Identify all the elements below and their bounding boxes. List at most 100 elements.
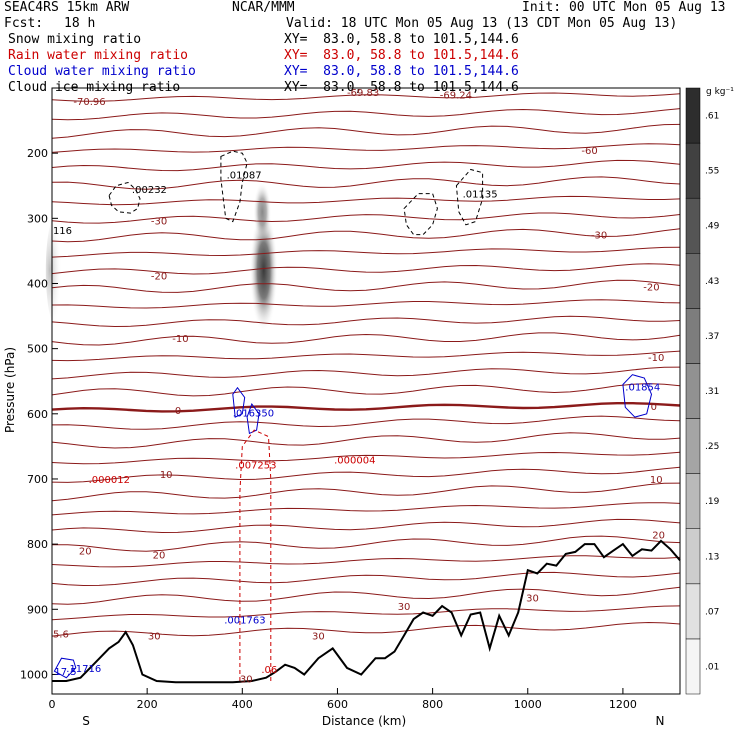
cloud-water-contour (232, 386, 246, 418)
isotherm-line (51, 415, 681, 430)
colorbar-level-label: .01 (705, 662, 719, 672)
isotherm-line (51, 621, 681, 637)
x-end-label-south: S (82, 714, 90, 728)
x-tick-label: 0 (49, 698, 56, 711)
colorbar-segment (685, 528, 701, 585)
y-tick-label: 600 (27, 408, 48, 421)
colorbar-segment (685, 253, 701, 309)
maximum-label: .11716 (66, 664, 101, 675)
isotherm-label: 10 (160, 470, 173, 481)
isotherm-label: 20 (153, 551, 166, 562)
maximum-label: .001763 (224, 616, 265, 627)
isotherm-label: -60 (581, 146, 597, 157)
maximum-label: .000012 (89, 475, 130, 486)
isotherm-label: 0 (175, 406, 181, 417)
isotherm-label: -10 (648, 353, 664, 364)
y-tick-label: 400 (27, 277, 48, 290)
isotherm-line (51, 571, 681, 587)
colorbar-segment (685, 583, 701, 640)
isotherm-line (51, 555, 681, 568)
isotherm-line (51, 159, 681, 172)
header-model: SEAC4RS 15km ARW (4, 0, 130, 15)
x-tick-label: 1000 (514, 698, 542, 711)
isotherm-line (51, 502, 681, 516)
cloud-ice-contour (403, 193, 438, 236)
y-tick-label: 300 (27, 212, 48, 225)
colorbar-level-label: .19 (705, 497, 720, 507)
isotherm-line (51, 212, 681, 224)
colorbar-segment (685, 363, 701, 419)
field-snow-xy: XY= 83.0, 58.8 to 101.5,144.6 (284, 32, 519, 47)
x-tick-label: 800 (422, 698, 443, 711)
maximum-label: .01854 (625, 382, 660, 393)
colorbar-level-label: .07 (705, 607, 719, 617)
shaded-snow-left-edge (45, 215, 66, 326)
isotherm-line (51, 451, 681, 465)
y-axis-label: Pressure (hPa) (3, 347, 17, 433)
isotherm-label: 30 (148, 631, 161, 642)
isotherm-line (52, 535, 681, 552)
cloud-water-contour (622, 374, 653, 418)
isotherm-line (51, 518, 681, 534)
terrain-line (52, 539, 681, 684)
colorbar-segment (685, 142, 701, 199)
isotherm-line (51, 92, 681, 102)
maximum-label: 116 (53, 226, 72, 237)
isotherm-line (51, 228, 681, 243)
colorbar-segment (685, 87, 701, 144)
isotherm-line (51, 482, 681, 502)
isotherm-label: 30 (526, 594, 539, 605)
colorbar-level-label: .37 (705, 332, 719, 342)
y-tick-label: 500 (27, 343, 48, 356)
field-snow-name: Snow mixing ratio (8, 32, 142, 47)
maximum-label: .007253 (235, 461, 276, 472)
colorbar-level-label: .43 (705, 277, 719, 287)
isotherm-line (51, 279, 681, 293)
isotherm-line (51, 366, 681, 380)
x-tick-label: 400 (232, 698, 253, 711)
isotherm-label: 30 (398, 602, 411, 613)
maximum-label: 30 (240, 674, 253, 685)
colorbar-unit-label: g kg⁻¹ (706, 87, 734, 97)
header-org: NCAR/MMM (232, 0, 295, 15)
y-tick-label: 1000 (20, 668, 48, 681)
header-valid: Valid: 18 UTC Mon 05 Aug 13 (13 CDT Mon … (286, 16, 678, 31)
x-end-label-north: N (656, 714, 665, 728)
isotherm-line (51, 466, 681, 483)
field-rain-xy: XY= 83.0, 58.8 to 101.5,144.6 (284, 48, 519, 63)
field-rain-name: Rain water mixing ratio (8, 48, 189, 63)
isotherm-line (51, 176, 681, 190)
x-axis-label: Distance (km) (322, 714, 406, 728)
isotherm-label: 20 (652, 530, 665, 541)
isotherm-label: 10 (650, 475, 663, 486)
isotherm-label: 30 (312, 631, 325, 642)
cloud-water-contour (246, 402, 260, 435)
isotherm-line (51, 299, 681, 309)
cloud-water-contour (53, 657, 77, 679)
y-tick-label: 900 (27, 603, 48, 616)
y-tick-label: 800 (27, 538, 48, 551)
x-tick-label: 600 (327, 698, 348, 711)
isotherm-label: 0 (651, 402, 657, 413)
maximum-label: -70.96 (73, 97, 105, 108)
isotherm-line (51, 383, 681, 397)
rain-water-contour (239, 429, 272, 681)
field-cloudwater-name: Cloud water mixing ratio (8, 64, 196, 79)
maximum-label: -69.83 (347, 88, 379, 99)
isotherm-line (51, 108, 681, 121)
colorbar-level-label: .25 (705, 442, 719, 452)
isotherm-line (51, 123, 681, 139)
isotherm-line (51, 315, 681, 328)
isotherm-line (51, 332, 681, 346)
isotherm-line (51, 263, 681, 275)
header-fcst-value: 18 h (64, 16, 96, 31)
isotherm-line (51, 246, 681, 258)
header-fcst-label: Fcst: (4, 16, 44, 31)
colorbar-segment (685, 418, 701, 474)
maximum-label: 17.5 (54, 667, 76, 678)
colorbar-segment (685, 197, 701, 254)
cloud-ice-contour (220, 150, 248, 223)
isotherm-label: -30 (591, 231, 607, 242)
colorbar-segment (685, 473, 701, 529)
isotherm-line (51, 195, 681, 206)
